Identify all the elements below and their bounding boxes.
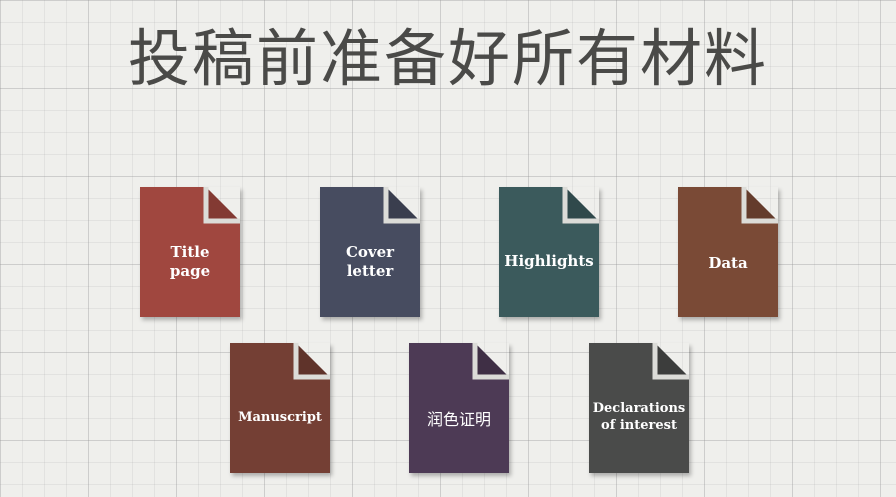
document-icon-highlights: Highlights (499, 187, 599, 317)
page-title: 投稿前准备好所有材料 (127, 22, 768, 95)
document-icon-editing-certificate: 润色证明 (409, 343, 509, 473)
document-shape (140, 187, 240, 317)
document-icon-data: Data (678, 187, 778, 317)
document-icon-manuscript: Manuscript (230, 343, 330, 473)
document-label: Declarations of interest (592, 401, 686, 433)
document-label: Data (708, 254, 748, 273)
document-label: Title page (169, 242, 211, 281)
document-shape (230, 343, 330, 473)
document-icon-declarations-of-interest: Declarations of interest (589, 343, 689, 473)
document-label: 润色证明 (426, 409, 491, 429)
document-shape (589, 343, 689, 473)
document-icon-cover-letter: Cover letter (320, 187, 420, 317)
document-label: Manuscript (238, 409, 322, 425)
document-icon-title-page: Title page (140, 187, 240, 317)
document-shape (678, 187, 778, 317)
document-shape (409, 343, 509, 473)
document-label: Cover letter (345, 242, 395, 281)
document-shape (499, 187, 599, 317)
document-label: Highlights (504, 252, 594, 271)
document-shape (320, 187, 420, 317)
